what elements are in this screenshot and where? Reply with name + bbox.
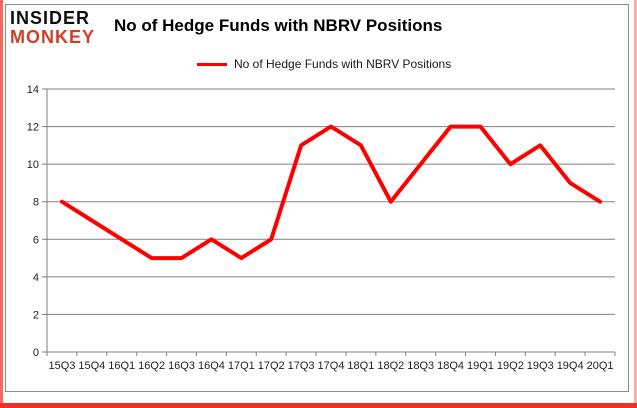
y-axis-label: 0: [33, 347, 39, 359]
legend-line-marker: [197, 62, 227, 66]
x-axis-label: 17Q3: [288, 360, 315, 372]
x-axis-label: 20Q1: [587, 360, 614, 372]
x-axis-label: 19Q2: [497, 360, 524, 372]
legend: No of Hedge Funds with NBRV Positions: [197, 57, 451, 71]
x-axis-label: 19Q4: [557, 360, 584, 372]
x-axis-label: 17Q1: [228, 360, 255, 372]
x-axis-label: 19Q1: [467, 360, 494, 372]
insider-monkey-logo: INSIDER MONKEY: [10, 9, 95, 47]
y-axis-label: 4: [33, 272, 39, 284]
logo-insider-text: INSIDER: [10, 8, 91, 28]
y-axis-label: 6: [33, 234, 39, 246]
image-border-left: [0, 0, 3, 408]
x-axis-label: 15Q3: [48, 360, 75, 372]
x-axis-label: 17Q4: [318, 360, 345, 372]
legend-label: No of Hedge Funds with NBRV Positions: [234, 57, 452, 71]
data-line: [59, 124, 603, 261]
x-axis-label: 16Q4: [198, 360, 225, 372]
x-axis-label: 18Q2: [377, 360, 404, 372]
y-axis-label: 14: [27, 84, 39, 96]
logo-monkey-text: MONKEY: [10, 27, 96, 47]
y-axis-label: 12: [27, 122, 39, 134]
x-axis-label: 15Q4: [78, 360, 105, 372]
image-border-right: [634, 0, 637, 408]
x-axis-label: 18Q4: [437, 360, 464, 372]
x-axis-label: 16Q1: [108, 360, 135, 372]
chart-title: No of Hedge Funds with NBRV Positions: [114, 16, 443, 35]
y-axis-label: 10: [27, 159, 39, 171]
chart-frame: [5, 4, 629, 392]
x-axis-label: 18Q3: [407, 360, 434, 372]
x-axis-label: 17Q2: [258, 360, 285, 372]
image-border-bottom: [0, 403, 637, 408]
x-axis-label: 19Q3: [527, 360, 554, 372]
x-axis-label: 16Q2: [138, 360, 165, 372]
y-axis-label: 8: [33, 197, 39, 209]
x-axis-label: 16Q3: [168, 360, 195, 372]
y-axis-label: 2: [33, 309, 39, 321]
x-axis-label: 18Q1: [347, 360, 374, 372]
